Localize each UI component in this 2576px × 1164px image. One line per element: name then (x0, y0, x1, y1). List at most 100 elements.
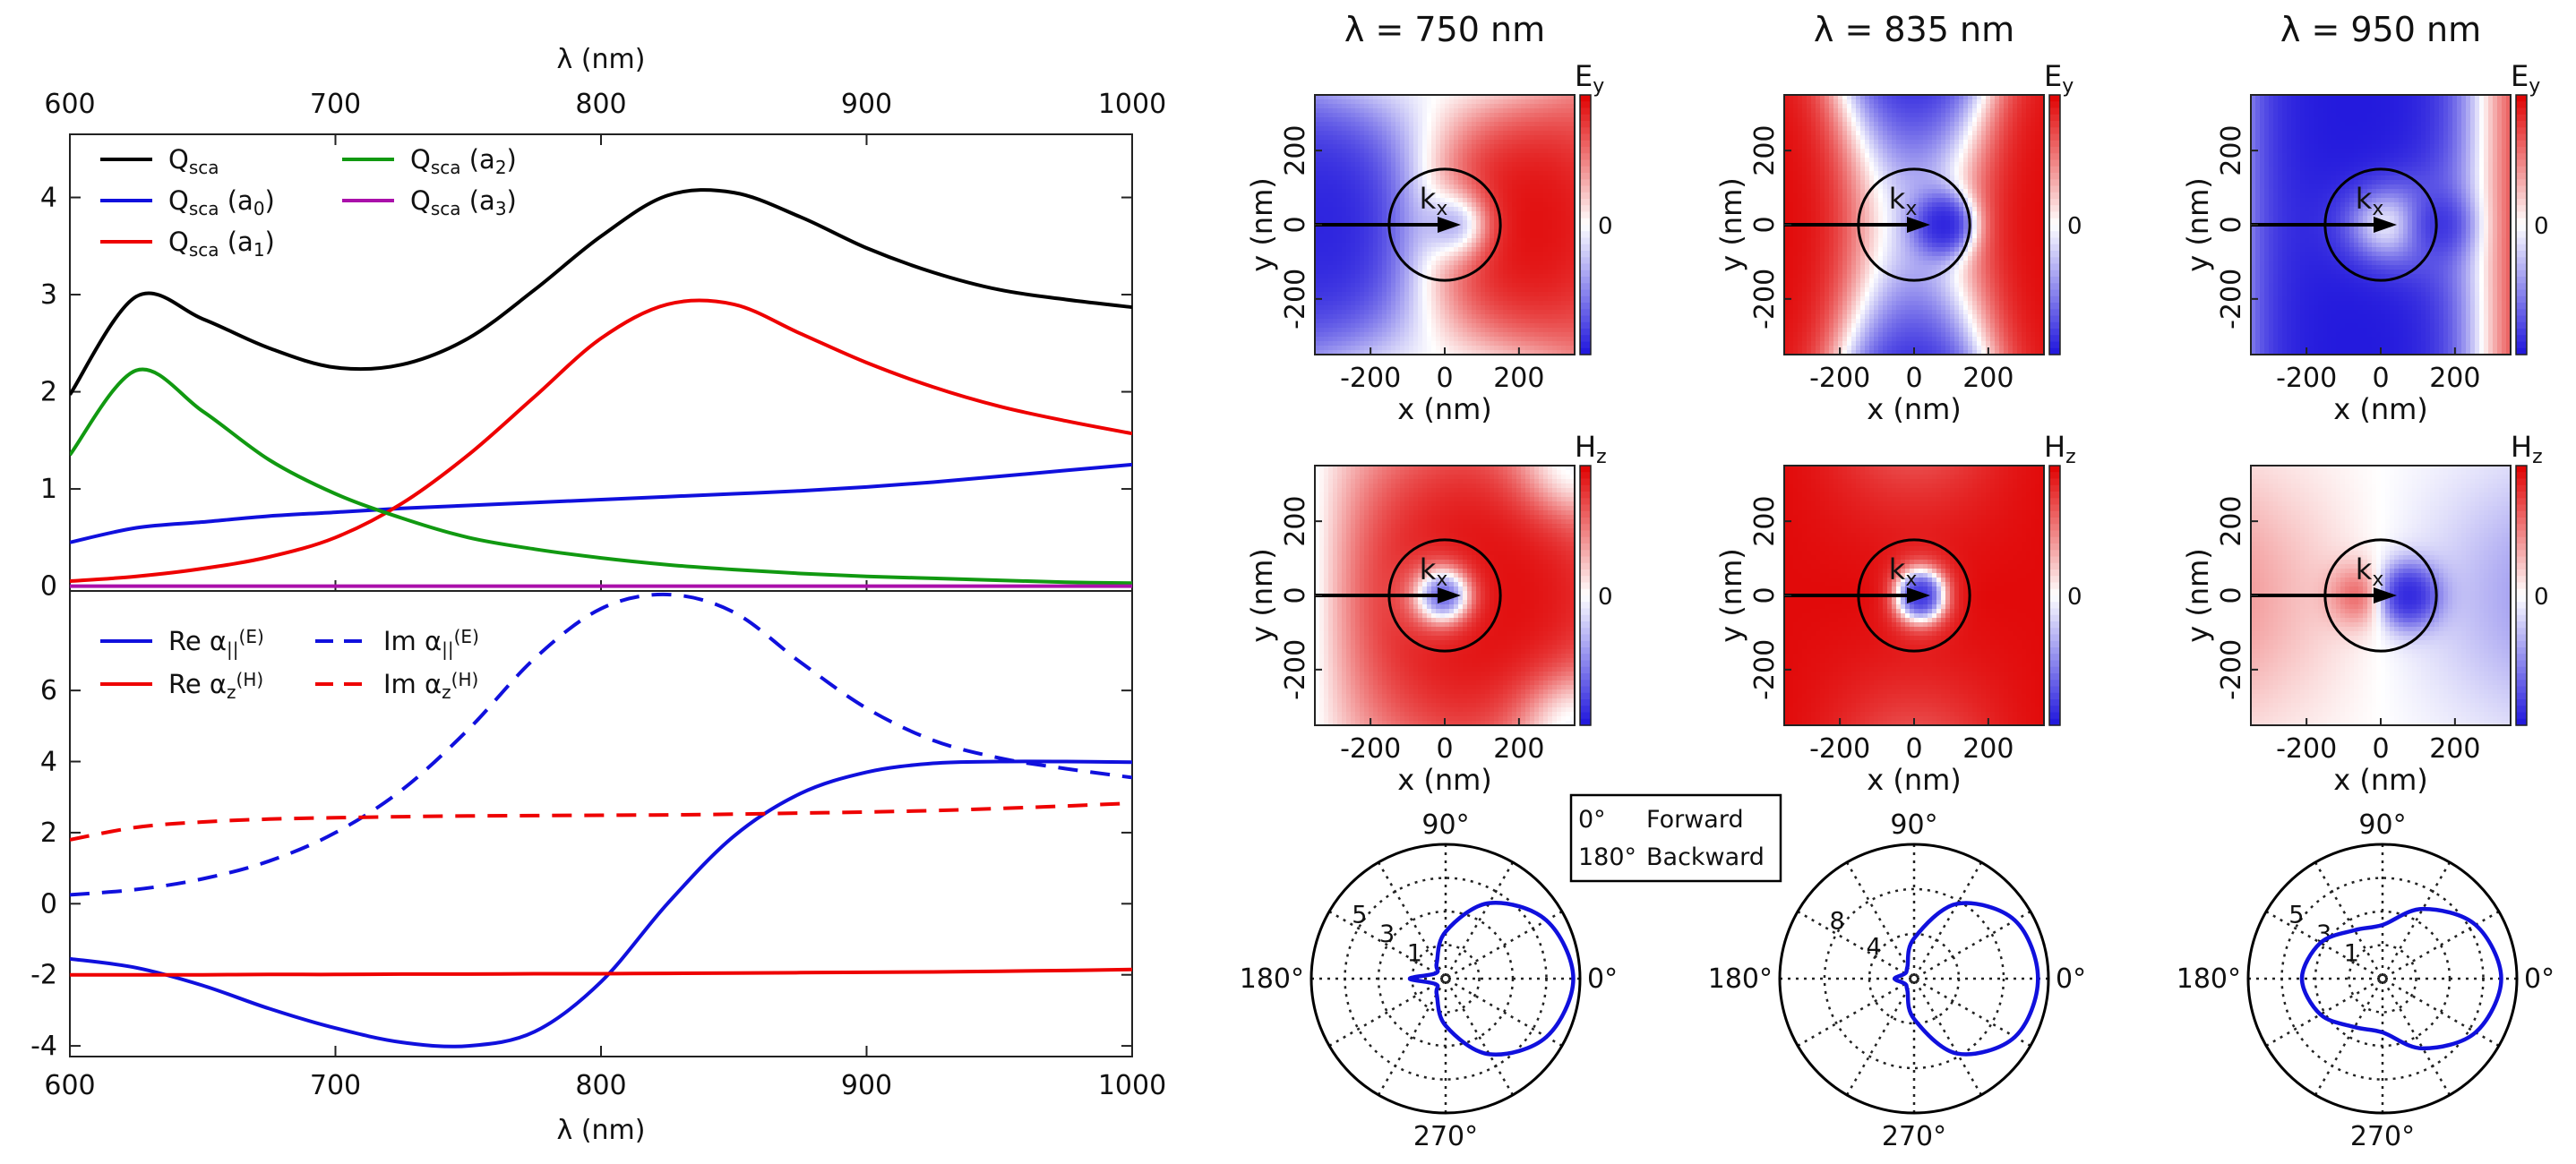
field-cell (1454, 270, 1459, 275)
field-cell (1382, 261, 1387, 266)
field-cell (1373, 122, 1378, 127)
field-cell (1342, 122, 1347, 127)
field-cell (1382, 247, 1387, 252)
field-cell (1449, 274, 1455, 279)
field-cell (1454, 193, 1459, 199)
bottom-x-axis-label: λ (nm) (557, 1115, 646, 1146)
field-cell (1351, 189, 1356, 194)
field-cell (1378, 108, 1383, 114)
field-cell (1445, 314, 1450, 320)
field-cell (1391, 104, 1396, 109)
field-cell (1422, 149, 1428, 154)
field-cell (1369, 310, 1374, 315)
field-cell (1373, 229, 1378, 235)
field-cell (1355, 337, 1361, 342)
field-cell (1337, 328, 1343, 333)
field-cell (1409, 104, 1414, 109)
field-cell (1449, 126, 1455, 132)
field-cell (1445, 180, 1450, 185)
field-cell (1418, 283, 1423, 288)
field-cell (1400, 108, 1405, 114)
field-cell (1373, 292, 1378, 297)
field-cell (1360, 278, 1365, 284)
field-cell (1391, 256, 1396, 261)
field-cell (1418, 328, 1423, 333)
field-cell (1351, 211, 1356, 217)
series-line-q-sca-a0- (70, 465, 1132, 543)
field-cell (1409, 261, 1414, 266)
field-cell (1400, 99, 1405, 105)
field-cell (1382, 216, 1387, 221)
field-cell (1440, 287, 1446, 293)
field-cell (1373, 256, 1378, 261)
field-cell (1328, 328, 1334, 333)
field-cell (1440, 144, 1446, 150)
field-cell (1391, 278, 1396, 284)
field-cell (1404, 135, 1410, 141)
field-cell (1319, 113, 1325, 118)
field-cell (1324, 314, 1329, 320)
field-cell (1355, 238, 1361, 244)
field-cell (1364, 256, 1370, 261)
field-cell (1431, 256, 1437, 261)
field-cell (1395, 301, 1401, 306)
field-cell (1373, 184, 1378, 190)
field-cell (1458, 216, 1464, 221)
field-cell (1391, 265, 1396, 270)
field-cell (1369, 265, 1374, 270)
field-cell (1346, 99, 1352, 105)
field-cell (1422, 144, 1428, 150)
field-cell (1391, 162, 1396, 167)
field-cell (1418, 117, 1423, 123)
field-cell (1364, 113, 1370, 118)
field-cell (1364, 99, 1370, 105)
field-cell (1378, 131, 1383, 136)
field-cell (1319, 175, 1325, 181)
field-cell (1449, 283, 1455, 288)
bottom-y-tick-label: 6 (40, 675, 57, 706)
field-cell (1319, 234, 1325, 239)
field-cell (1449, 207, 1455, 212)
field-cell (1337, 153, 1343, 158)
field-cell (1404, 296, 1410, 302)
field-cell (1364, 238, 1370, 244)
field-cell (1440, 310, 1446, 315)
field-cell (1413, 301, 1419, 306)
field-cell (1346, 319, 1352, 324)
field-cell (1395, 184, 1401, 190)
field-cell (1400, 126, 1405, 132)
field-cell (1440, 332, 1446, 338)
field-cell (1324, 328, 1329, 333)
field-cell (1409, 238, 1414, 244)
field-cell (1324, 184, 1329, 190)
field-cell (1369, 117, 1374, 123)
spectra-panel: 60060070070080080090090010001000λ (nm)λ … (30, 44, 1166, 1146)
field-cell (1395, 274, 1401, 279)
field-cell (1351, 252, 1356, 257)
field-cell (1324, 198, 1329, 203)
field-cell (1404, 126, 1410, 132)
field-cell (1422, 108, 1428, 114)
field-cell (1413, 193, 1419, 199)
field-cell (1431, 310, 1437, 315)
field-cell (1422, 323, 1428, 329)
field-cell (1378, 341, 1383, 347)
field-cell (1355, 104, 1361, 109)
field-cell (1440, 323, 1446, 329)
field-cell (1409, 314, 1414, 320)
field-cell (1351, 346, 1356, 351)
field-cell (1449, 252, 1455, 257)
field-cell (1364, 216, 1370, 221)
field-cell (1449, 162, 1455, 167)
field-cell (1409, 153, 1414, 158)
field-cell (1440, 261, 1446, 266)
field-cell (1319, 171, 1325, 176)
field-cell (1440, 135, 1446, 141)
field-cell (1458, 247, 1464, 252)
field-cell (1387, 328, 1392, 333)
field-cell (1431, 270, 1437, 275)
field-cell (1319, 131, 1325, 136)
field-cell (1351, 202, 1356, 208)
field-cell (1400, 314, 1405, 320)
field-cell (1328, 341, 1334, 347)
